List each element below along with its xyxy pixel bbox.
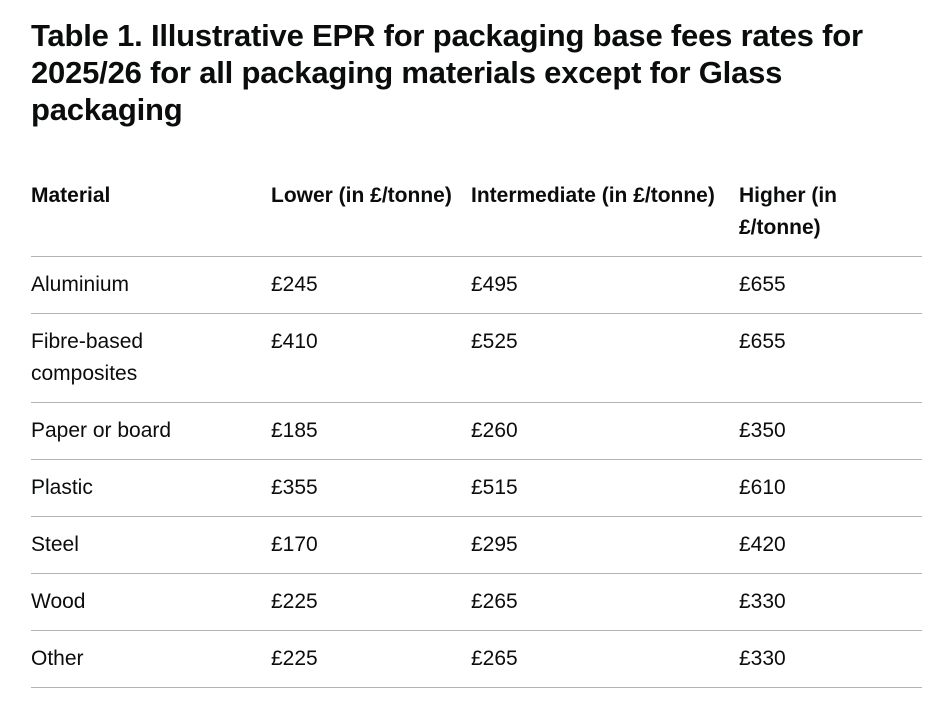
material-cell: Plastic xyxy=(31,459,271,517)
lower-fee-cell: £225 xyxy=(271,630,471,688)
table-body: Aluminium £245 £495 £655 Fibre-based com… xyxy=(31,256,922,688)
higher-fee-cell: £610 xyxy=(739,459,922,517)
material-cell: Steel xyxy=(31,516,271,574)
higher-fee-cell: £330 xyxy=(739,573,922,631)
intermediate-fee-cell: £495 xyxy=(471,256,739,314)
table-row: Fibre-based composites £410 £525 £655 xyxy=(31,313,922,403)
table-row: Aluminium £245 £495 £655 xyxy=(31,256,922,314)
fees-table: Material Lower (in £/tonne) Intermediate… xyxy=(31,178,922,688)
higher-fee-cell: £350 xyxy=(739,402,922,460)
intermediate-fee-cell: £295 xyxy=(471,516,739,574)
lower-fee-cell: £410 xyxy=(271,313,471,403)
table-row: Other £225 £265 £330 xyxy=(31,630,922,688)
higher-fee-cell: £330 xyxy=(739,630,922,688)
intermediate-fee-cell: £515 xyxy=(471,459,739,517)
intermediate-fee-cell: £265 xyxy=(471,573,739,631)
column-header-material: Material xyxy=(31,178,271,257)
table-row: Plastic £355 £515 £610 xyxy=(31,459,922,517)
table-row: Steel £170 £295 £420 xyxy=(31,516,922,574)
material-cell: Other xyxy=(31,630,271,688)
material-cell: Wood xyxy=(31,573,271,631)
higher-fee-cell: £420 xyxy=(739,516,922,574)
table-row: Paper or board £185 £260 £350 xyxy=(31,402,922,460)
material-cell: Aluminium xyxy=(31,256,271,314)
lower-fee-cell: £245 xyxy=(271,256,471,314)
column-header-intermediate: Intermediate (in £/tonne) xyxy=(471,178,739,257)
material-cell: Paper or board xyxy=(31,402,271,460)
higher-fee-cell: £655 xyxy=(739,256,922,314)
table-row: Wood £225 £265 £330 xyxy=(31,573,922,631)
document-page: Table 1. Illustrative EPR for packaging … xyxy=(31,0,922,688)
column-header-lower: Lower (in £/tonne) xyxy=(271,178,471,257)
lower-fee-cell: £225 xyxy=(271,573,471,631)
material-cell: Fibre-based composites xyxy=(31,313,271,403)
intermediate-fee-cell: £260 xyxy=(471,402,739,460)
lower-fee-cell: £355 xyxy=(271,459,471,517)
lower-fee-cell: £185 xyxy=(271,402,471,460)
intermediate-fee-cell: £525 xyxy=(471,313,739,403)
intermediate-fee-cell: £265 xyxy=(471,630,739,688)
table-header: Material Lower (in £/tonne) Intermediate… xyxy=(31,178,922,257)
lower-fee-cell: £170 xyxy=(271,516,471,574)
header-row: Material Lower (in £/tonne) Intermediate… xyxy=(31,178,922,257)
higher-fee-cell: £655 xyxy=(739,313,922,403)
table-title: Table 1. Illustrative EPR for packaging … xyxy=(31,18,863,127)
column-header-higher: Higher (in £/tonne) xyxy=(739,178,922,257)
